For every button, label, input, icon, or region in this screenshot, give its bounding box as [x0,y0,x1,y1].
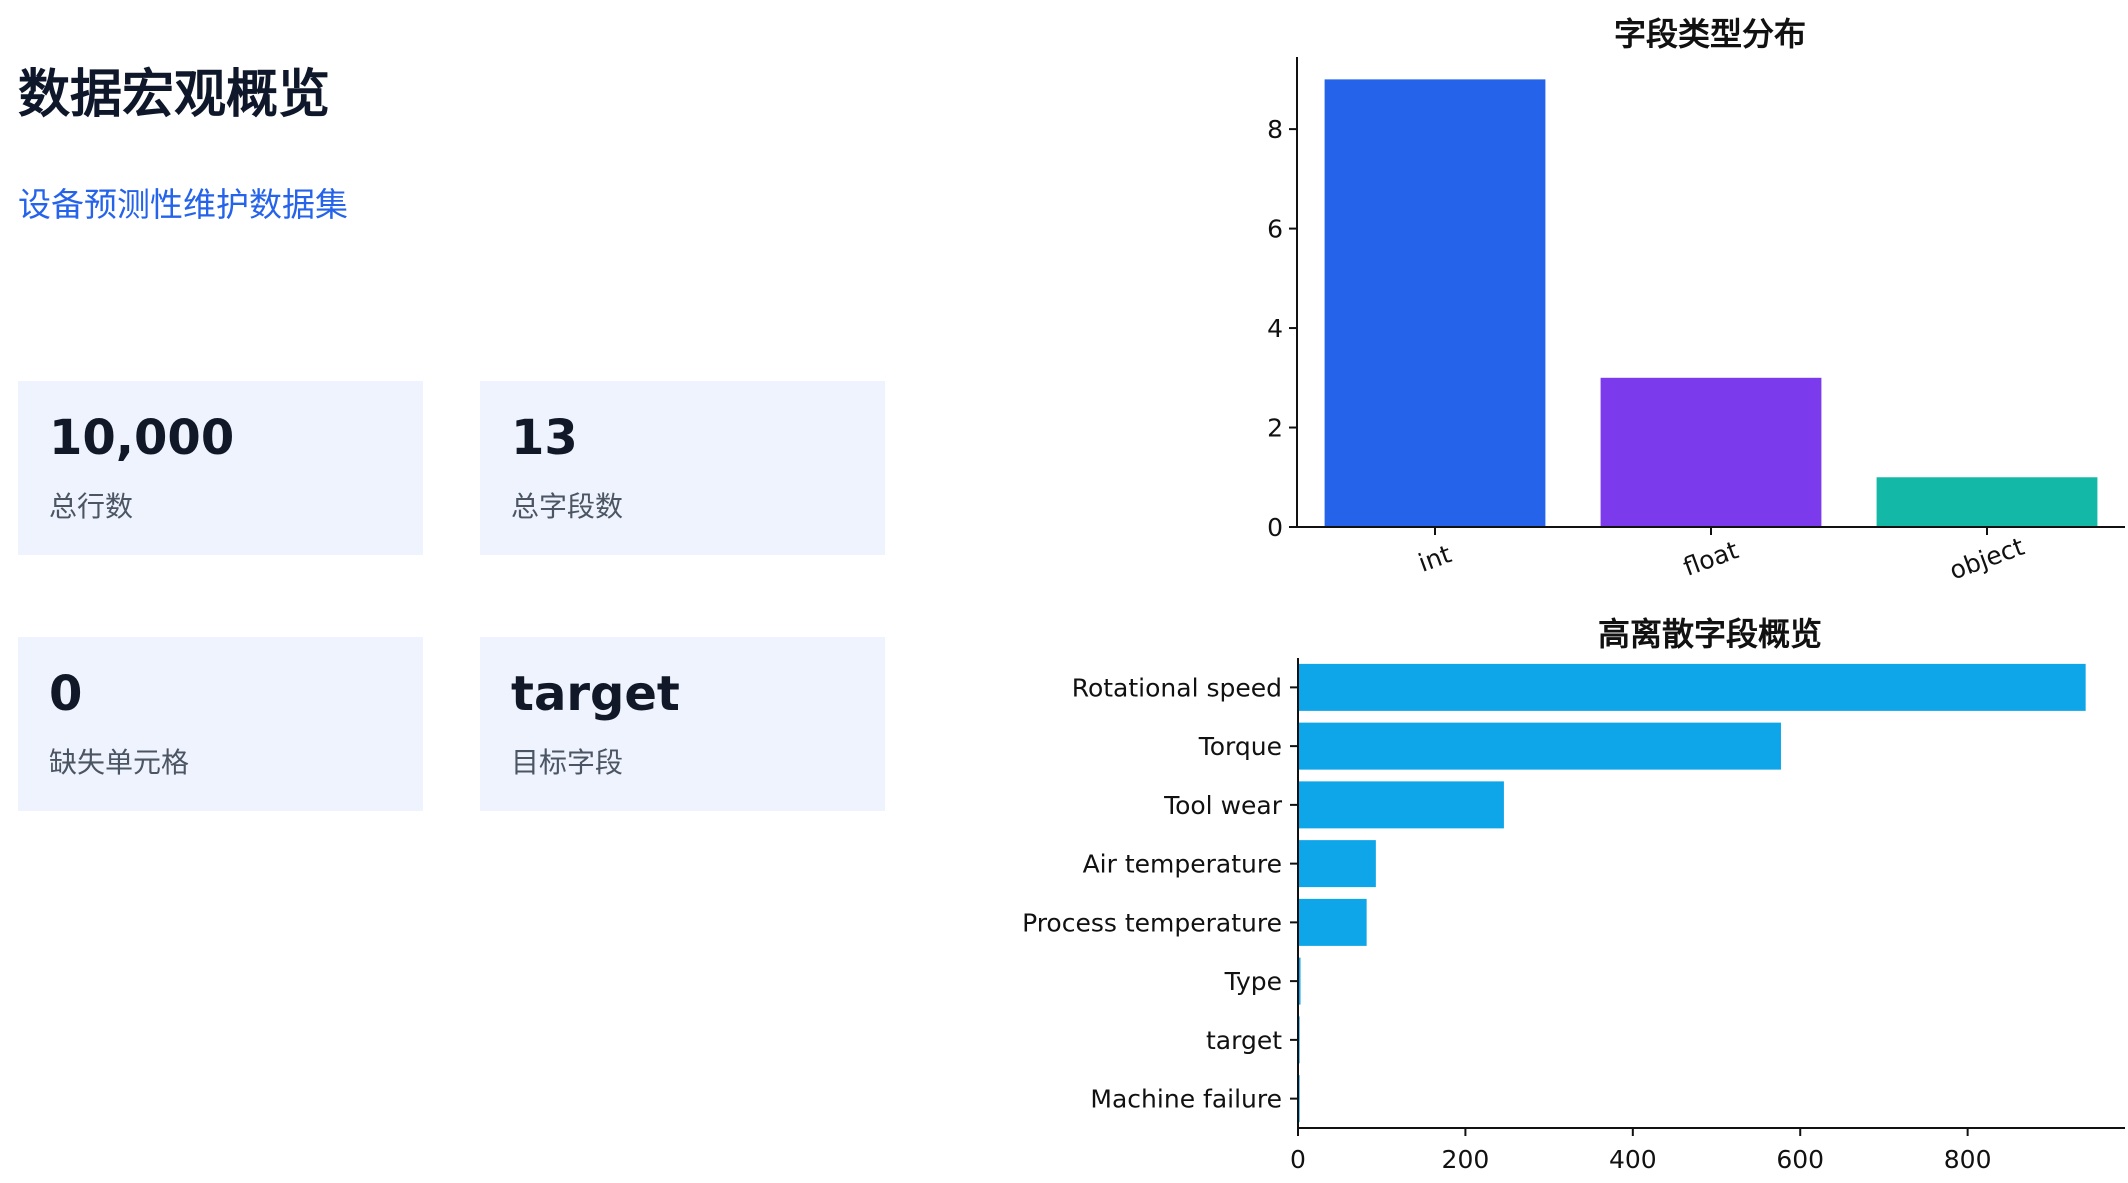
stat-value: 10,000 [49,410,235,466]
cardinality-x-tick-label: 200 [1442,1145,1490,1174]
type-y-tick-label: 8 [1267,115,1283,144]
cardinality-y-tick-label: Tool wear [1163,791,1283,820]
cardinality-bar-type [1298,957,1301,1005]
cardinality-x-tick-label: 0 [1290,1145,1306,1174]
type-bar-int [1324,79,1546,527]
type-x-tick-label: float [1679,535,1742,582]
cardinality-bar-torque [1298,722,1781,770]
type-y-tick-label: 6 [1267,215,1283,244]
stat-label: 目标字段 [511,746,624,779]
cardinality-x-tick-label: 600 [1776,1145,1824,1174]
cardinality-bar-air-temperature [1298,840,1376,888]
stat-label: 总行数 [49,490,134,523]
type-bar-object [1876,477,2098,527]
cardinality-x-tick-label: 800 [1944,1145,1992,1174]
cardinality-y-tick-label: Torque [1198,732,1282,761]
page-title: 数据宏观概览 [18,65,331,125]
cardinality-bar-tool-wear [1298,781,1504,829]
cardinality-y-tick-label: Type [1224,967,1282,996]
type-x-tick-label: object [1946,532,2028,586]
stat-label: 总字段数 [511,490,624,523]
cardinality-y-tick-label: Air temperature [1083,850,1282,879]
cardinality-x-tick-label: 400 [1609,1145,1657,1174]
stat-card-missing-cells: 0 缺失单元格 [18,637,423,811]
cardinality-bar-process-temperature [1298,898,1367,946]
high-cardinality-chart: 高离散字段概览 Rotational speed Torque Tool wear A… [1022,615,2125,1174]
cardinality-y-tick-label: target [1206,1026,1282,1055]
stat-card-total-fields: 13 总字段数 [480,381,885,555]
type-y-tick-label: 4 [1267,314,1283,343]
stat-card-target-field: target 目标字段 [480,637,885,811]
stat-value: target [511,666,680,722]
type-x-tick-label: int [1415,539,1456,577]
stat-card-total-rows: 10,000 总行数 [18,381,423,555]
stat-value: 13 [511,410,578,466]
cardinality-y-tick-label: Rotational speed [1072,673,1282,702]
type-bar-float [1600,377,1822,527]
stat-value: 0 [49,666,83,722]
type-distribution-chart: 字段类型分布 0 2 4 6 8 int float object [1267,15,2125,585]
type-y-tick-label: 2 [1267,414,1283,443]
cardinality-y-tick-label: Machine failure [1090,1085,1282,1114]
type-y-tick-label: 0 [1267,513,1283,542]
dataset-subtitle: 设备预测性维护数据集 [18,185,348,224]
cardinality-chart-title: 高离散字段概览 [1598,615,1822,653]
cardinality-bar-rotational-speed [1298,663,2086,711]
type-chart-title: 字段类型分布 [1614,15,1806,53]
cardinality-y-tick-label: Process temperature [1022,908,1282,937]
stat-label: 缺失单元格 [49,746,190,779]
